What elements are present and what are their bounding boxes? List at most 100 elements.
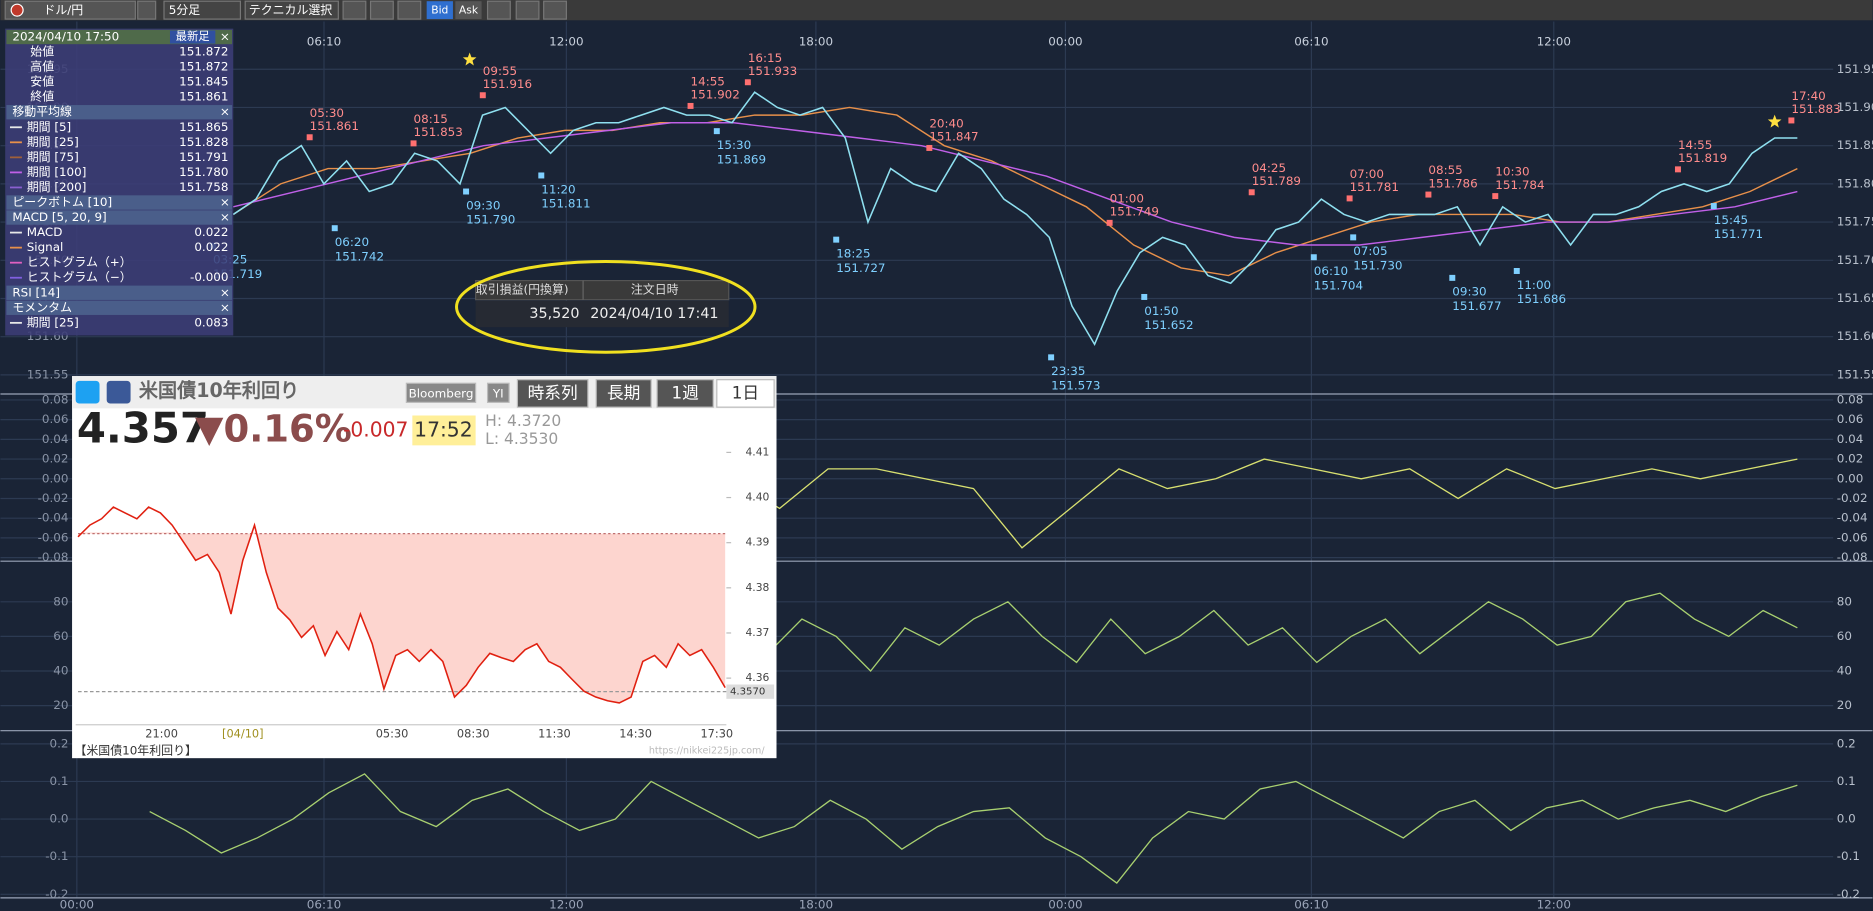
- info-label: MACD: [27, 225, 63, 239]
- widget-button[interactable]: [405, 382, 477, 403]
- low-marker: [713, 128, 720, 135]
- pair-select[interactable]: [4, 0, 136, 20]
- widget-button[interactable]: [716, 379, 775, 408]
- high-marker: [1248, 189, 1255, 196]
- ask-btn[interactable]: [455, 1, 482, 20]
- low-marker: [1350, 234, 1357, 241]
- low-price: 151.742: [335, 249, 384, 263]
- bottom-time-label: 06:10: [1294, 898, 1328, 911]
- tool-icon[interactable]: [397, 0, 422, 20]
- flag: [10, 3, 24, 17]
- low-price: 151.811: [541, 197, 590, 211]
- info-section: 移動平均線: [12, 105, 72, 119]
- low-marker: [1449, 274, 1456, 281]
- close-btn: ×: [220, 285, 230, 299]
- high-time: 08:15: [414, 112, 448, 126]
- tool-icon[interactable]: [486, 0, 511, 20]
- tool-icon[interactable]: [543, 0, 567, 20]
- y-tick-label-left: 151.55: [27, 367, 69, 381]
- widget-x-label: 05:30: [376, 726, 409, 740]
- high-marker: [926, 144, 933, 151]
- info-label: 期間 [75]: [27, 150, 79, 164]
- bid: Bid: [431, 4, 448, 17]
- widget-button[interactable]: [516, 379, 589, 408]
- widget-button-label: YI: [492, 387, 504, 401]
- bottom-time-label: 00:00: [60, 898, 94, 911]
- y-tick-label-right: 0.06: [1837, 412, 1864, 426]
- y-tick-label-left: -0.1: [45, 849, 68, 863]
- y-tick-label-left: -0.08: [38, 550, 69, 564]
- timeframe-select[interactable]: [163, 0, 242, 20]
- dropdown-btn[interactable]: [137, 0, 157, 20]
- high-marker: [479, 92, 486, 99]
- y-tick-label-right: -0.1: [1837, 849, 1860, 863]
- info-value: 151.758: [179, 180, 228, 194]
- info-row-bg: [6, 300, 233, 315]
- twitter-icon[interactable]: [75, 380, 100, 404]
- high-time: 16:15: [748, 51, 782, 65]
- high-price: 151.902: [691, 88, 740, 102]
- y-tick-label-left: 0.2: [50, 736, 69, 750]
- low-marker: [1310, 254, 1317, 261]
- y-tick-label-left: 0.04: [42, 432, 69, 446]
- facebook-icon[interactable]: [106, 380, 131, 404]
- tool-icon[interactable]: [369, 0, 394, 20]
- yield-change: -0.007: [343, 418, 408, 442]
- high-price: 151.786: [1428, 176, 1477, 190]
- widget-button[interactable]: [656, 379, 714, 408]
- star-icon: [462, 52, 477, 66]
- high-price: 151.819: [1678, 151, 1727, 165]
- technical: テクニカル選択: [249, 3, 333, 17]
- high-price: 151.749: [1110, 205, 1159, 219]
- info-label: 期間 [100]: [27, 165, 87, 179]
- high-price: 151.789: [1252, 174, 1301, 188]
- low-time: 23:35: [1051, 364, 1085, 378]
- info-row-bg: [6, 195, 233, 210]
- widget-title: 米国債10年利回り: [139, 379, 299, 402]
- info-row-bg: [6, 210, 233, 225]
- widget-x-label: 11:30: [538, 726, 571, 740]
- info-value: 151.865: [179, 120, 228, 134]
- top-time-label: 00:00: [1048, 34, 1082, 48]
- y-tick-label-right: 0.2: [1837, 736, 1856, 750]
- pair: ドル/円: [43, 3, 83, 17]
- info-row-bg: [6, 105, 233, 120]
- y-tick-label-right: -0.2: [1837, 887, 1860, 901]
- low-price: 151.573: [1051, 378, 1100, 392]
- star-icon: [1767, 114, 1782, 128]
- order-cell: 2024/04/10 17:41: [590, 306, 718, 322]
- order-head: [475, 279, 730, 301]
- y-tick-label-right: 151.65: [1837, 291, 1873, 305]
- last-label-box: [726, 684, 775, 699]
- widget-button[interactable]: [486, 382, 510, 403]
- info-value: 151.780: [179, 165, 228, 179]
- high-time: 10:30: [1495, 165, 1529, 179]
- widget-x-label: 14:30: [619, 726, 652, 740]
- low-marker: [331, 225, 338, 232]
- info-label: 安値: [30, 75, 54, 89]
- bottom-time-label: 12:00: [1537, 898, 1571, 911]
- high-price: 151.916: [483, 77, 532, 91]
- info-value: -0.000: [190, 270, 228, 284]
- low-price: 151.652: [1144, 318, 1193, 332]
- high-price: 151.847: [929, 130, 978, 144]
- info-section: RSI [14]: [12, 285, 60, 299]
- info-value: 151.791: [179, 150, 228, 164]
- low-time: 09:30: [466, 198, 500, 212]
- widget-button[interactable]: [595, 379, 652, 408]
- low-marker: [1048, 354, 1055, 361]
- widget-y-label: 4.38: [745, 581, 769, 594]
- widget-y-label: 4.40: [745, 491, 769, 504]
- y-tick-label-left: 20: [53, 698, 68, 712]
- tool-icon[interactable]: [342, 0, 367, 20]
- yield-high: H: 4.3720: [485, 412, 561, 430]
- high-marker: [744, 79, 751, 86]
- tool-icon[interactable]: [515, 0, 540, 20]
- low-marker: [463, 188, 470, 195]
- close-btn: ×: [220, 195, 230, 209]
- info-value: 0.083: [194, 315, 228, 329]
- technical-select[interactable]: [244, 0, 339, 20]
- bid-btn[interactable]: [426, 1, 453, 20]
- y-tick-label-right: 40: [1837, 664, 1852, 678]
